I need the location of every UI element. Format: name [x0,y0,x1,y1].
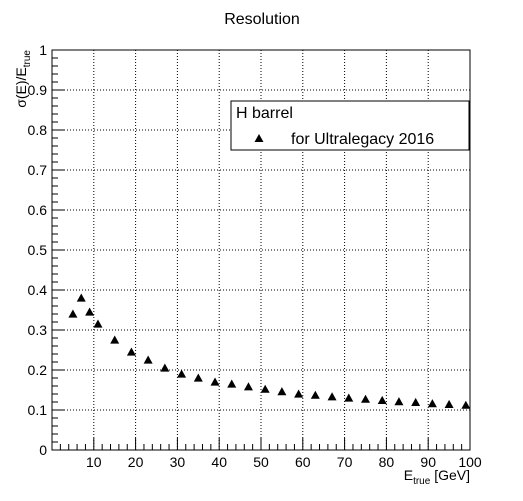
data-point-triangle [210,377,220,386]
data-point-triangle [110,335,120,344]
legend-header: H barrel [236,105,293,122]
data-point-triangle [76,293,86,302]
y-tick-label: 0.7 [28,162,48,178]
data-point-triangle [394,397,404,406]
data-point-triangle [260,384,270,393]
x-tick-label: 100 [458,454,482,470]
x-axis-label-unit: [GeV] [430,467,470,483]
data-point-triangle [344,393,354,402]
y-tick-label: 0 [39,442,47,458]
y-axis-label-sub: true [22,50,33,68]
y-tick-label: 0.3 [28,322,48,338]
y-tick-label: 0.5 [28,242,48,258]
legend-entry-label: for Ultralegacy 2016 [291,131,434,148]
y-tick-label: 0.2 [28,362,48,378]
x-tick-label: 40 [211,454,227,470]
data-point-triangle [93,319,103,328]
data-point-triangle [427,399,437,408]
data-point-triangle [327,392,337,401]
legend-marker-triangle [254,134,264,142]
data-point-triangle [193,373,203,382]
data-point-triangle [85,307,95,316]
data-point-triangle [160,363,170,372]
x-axis-label: Etrue [GeV] [404,467,470,487]
x-axis-label-main: E [404,467,413,483]
y-tick-label: 0.8 [28,122,48,138]
y-tick-label: 0.9 [28,82,48,98]
data-point-triangle [310,390,320,399]
data-point-triangle [377,395,387,404]
data-point-triangle [227,379,237,388]
plot-frame [51,49,471,451]
grid-lines [52,50,470,450]
data-point-triangle [294,389,304,398]
x-tick-labels: 10 20 30 40 50 60 70 80 90 100 [86,454,482,470]
y-axis-label-main: σ(E)/E [13,67,29,108]
data-point-triangle [461,400,471,409]
data-points [68,293,471,409]
y-tick-label: 0.1 [28,402,48,418]
chart-title: Resolution [224,11,300,28]
x-tick-label: 30 [170,454,186,470]
x-axis-label-sub: true [413,476,431,487]
x-tick-label: 70 [337,454,353,470]
y-tick-labels: 0 0.1 0.2 0.3 0.4 0.5 0.6 0.7 0.8 0.9 1 [28,42,48,458]
data-point-triangle [68,309,78,318]
data-point-triangle [243,382,253,391]
data-point-triangle [143,355,153,364]
legend-box [230,100,470,151]
x-tick-label: 20 [128,454,144,470]
x-tick-label: 90 [420,454,436,470]
data-point-triangle [126,347,136,356]
data-point-triangle [277,387,287,396]
y-tick-label: 1 [39,42,47,58]
x-tick-label: 60 [295,454,311,470]
data-point-triangle [444,399,454,408]
y-tick-label: 0.6 [28,202,48,218]
x-tick-label: 80 [379,454,395,470]
data-point-triangle [361,394,370,403]
data-point-triangle [177,369,187,378]
legend: H barrel for Ultralegacy 2016 [230,100,470,151]
x-tick-label: 50 [253,454,269,470]
y-axis-label: σ(E)/Etrue [13,50,33,108]
data-point-triangle [411,397,421,406]
y-tick-label: 0.4 [28,282,48,298]
x-tick-label: 10 [86,454,102,470]
